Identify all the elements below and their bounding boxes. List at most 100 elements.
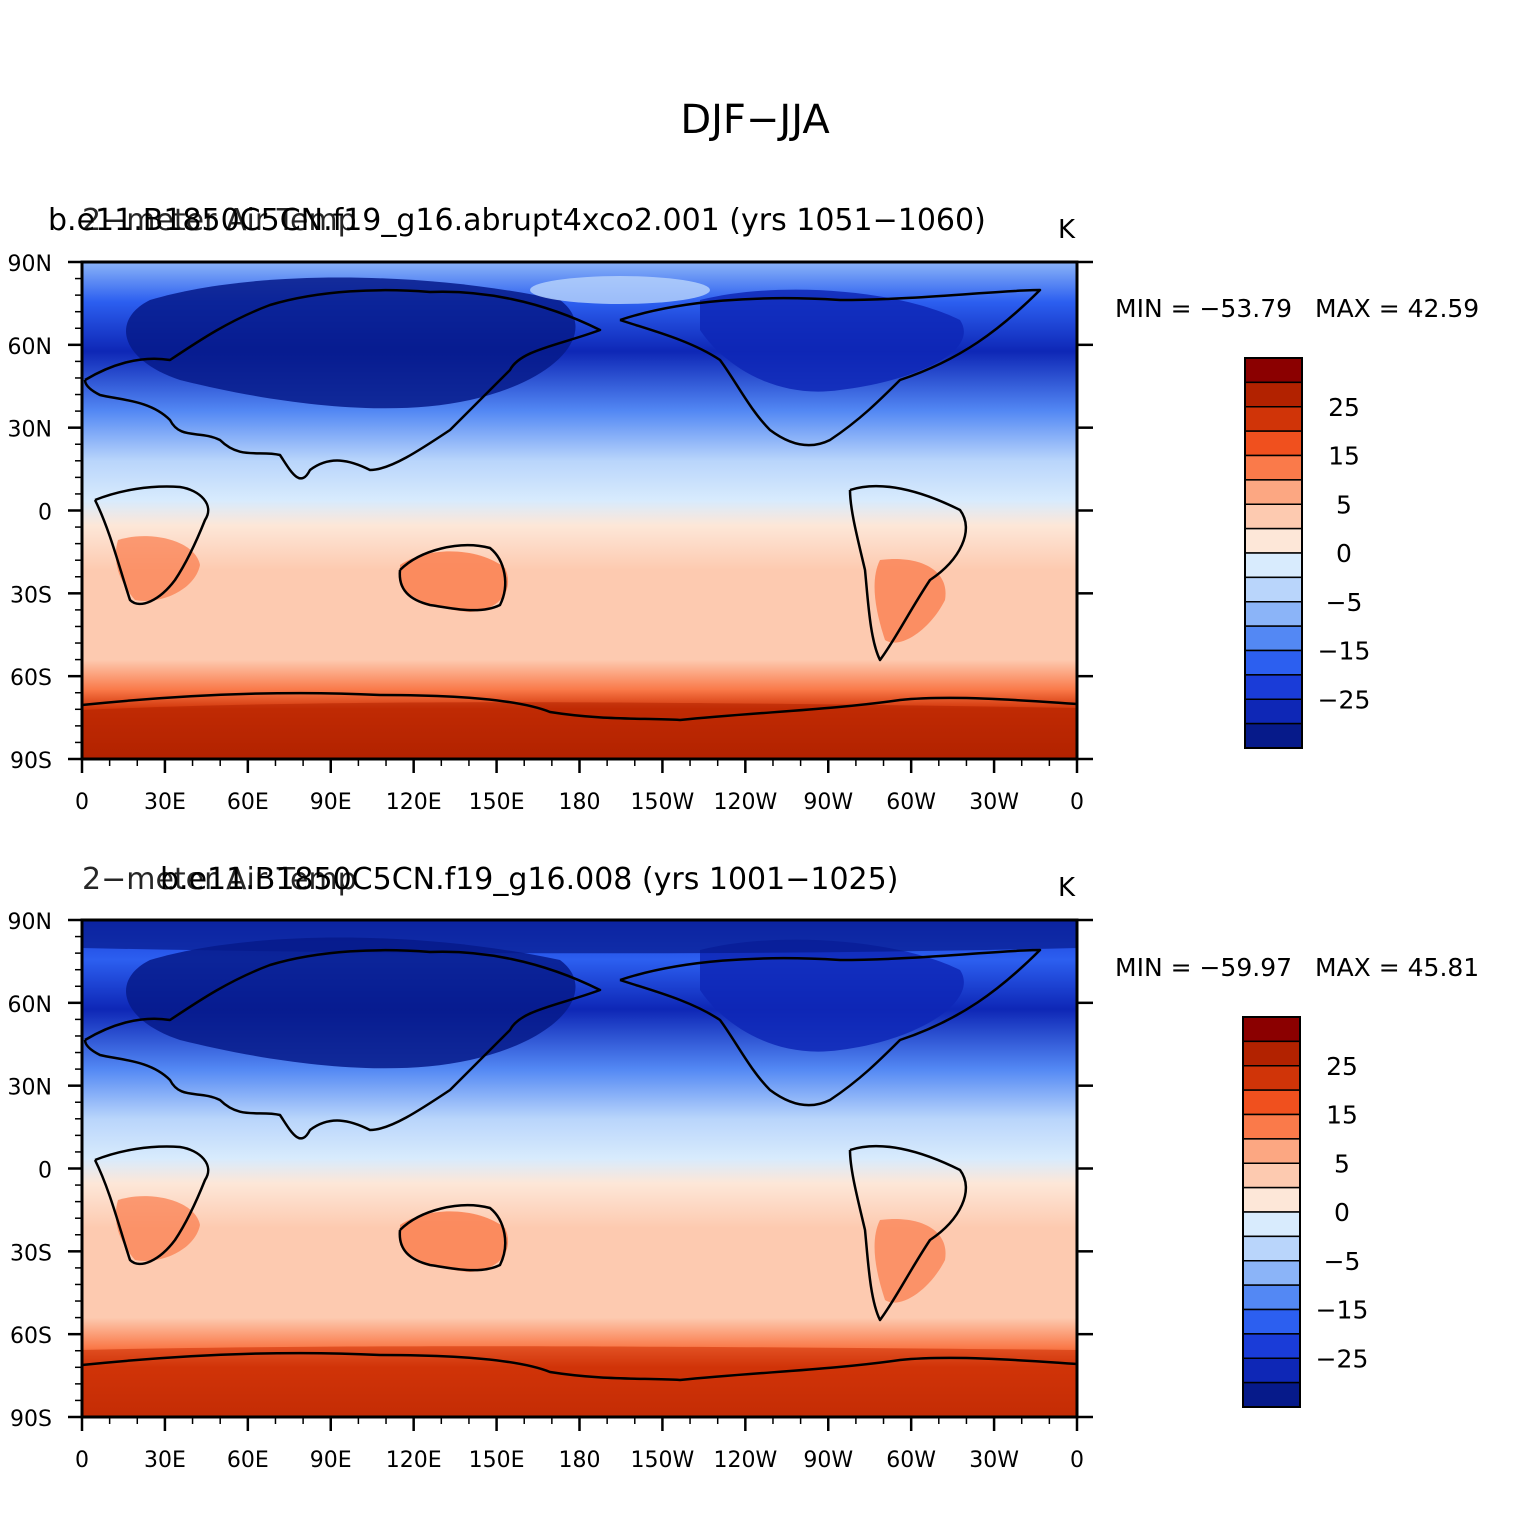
panel-2: 2−meter Air Temp b.e11.B1850C5CN.f19_g16… (8, 862, 1480, 1473)
panel-2-max-label: MAX = 45.81 (1315, 953, 1479, 982)
panel-1-colorbar-label: 5 (1336, 490, 1352, 519)
panel-2-colorbar-bin (1242, 1065, 1301, 1091)
panel-2-arctic-cold-band (82, 920, 1077, 954)
panel-2-colorbar-bin (1242, 1381, 1301, 1408)
panel-2-colorbar-bin (1242, 1113, 1301, 1140)
panel-1-lon-label: 120W (713, 790, 777, 815)
panel-2-lat-label: 30S (10, 1241, 52, 1266)
panel-2-africa-coast (93, 1145, 210, 1266)
panel-2-colorbar-bin (1242, 1333, 1301, 1359)
panel-1-colorbar-bin (1244, 527, 1303, 554)
panel-1-colorbar-label: −25 (1318, 685, 1371, 714)
panel-1-coastlines (81, 288, 1078, 722)
panel-2-colorbar-bin (1242, 1162, 1301, 1189)
panel-1-colorbar-label: −5 (1326, 588, 1363, 617)
panel-2-colorbar-label: 25 (1326, 1052, 1358, 1081)
panel-1-lat-label: 30S (10, 583, 52, 608)
panel-2-colorbar-bin (1242, 1040, 1301, 1067)
panel-1-arctic-band (530, 276, 710, 304)
panel-2-lat-label: 60N (8, 993, 52, 1018)
panel-2-lon-label: 120W (713, 1448, 777, 1473)
panel-1-lat-label: 60S (10, 666, 52, 691)
panel-1-colorbar-bin (1244, 722, 1303, 749)
panel-1-colorbar: 25 15 5 0 −5 −15 −25 (1244, 357, 1371, 749)
panel-1-colorbar-bin (1244, 406, 1303, 432)
panel-1-colorbar-bin (1244, 357, 1303, 384)
panel-2-lon-label: 90W (803, 1448, 853, 1473)
panel-2-colorbar-bin (1242, 1016, 1301, 1043)
panel-2-colorbar-bin (1242, 1186, 1301, 1213)
panel-1-namerica-coast (619, 288, 1042, 447)
panel-2-lon-label: 0 (1070, 1448, 1084, 1473)
panel-2-lat-label: 30N (8, 1076, 52, 1101)
panel-1-case-label: b.e11.B1850C5CN.f19_g16.abrupt4xco2.001 … (48, 203, 986, 238)
panel-1-colorbar-label: −15 (1318, 637, 1371, 666)
panel-1-lat-label: 30N (8, 418, 52, 443)
panel-2-samerica-warm-anomaly (874, 1219, 946, 1303)
panel-2-lat-label: 90S (10, 1407, 52, 1432)
panel-1-colorbar-label: 25 (1328, 393, 1360, 422)
panel-2-case-label: b.e11.B1850C5CN.f19_g16.008 (yrs 1001−10… (160, 862, 898, 897)
panel-2-min-label: MIN = −59.97 (1115, 953, 1292, 982)
panel-2-lat-label: 60S (10, 1324, 52, 1349)
panel-1-lat-label: 90S (10, 749, 52, 774)
panel-2-lat-label: 0 (38, 1159, 52, 1184)
panel-1-colorbar-bin (1244, 625, 1303, 652)
panel-2-samerica-coast (848, 1144, 968, 1322)
panel-1-lat-label: 60N (8, 335, 52, 360)
panel-1-australia-warm-anomaly (400, 551, 509, 612)
panel-1-colorbar-frame (1244, 357, 1303, 749)
panel-1-colorbar-bin (1244, 552, 1303, 579)
panel-1-colorbar-bin (1244, 601, 1303, 627)
panel-2-namerica-cold-anomaly (700, 939, 964, 1052)
panel-1-samerica-coast (848, 484, 968, 662)
panel-2-coastlines (81, 948, 1078, 1382)
panel-2-lat-label: 90N (8, 910, 52, 935)
panel-2-lon-label: 150W (631, 1448, 695, 1473)
panel-2-colorbar-bin (1242, 1308, 1301, 1335)
panel-2-lon-label: 150E (469, 1448, 525, 1473)
panel-1-lon-label: 60E (227, 790, 269, 815)
panel-1-colorbar-bin (1244, 698, 1303, 725)
panel-2-lon-label: 30W (969, 1448, 1019, 1473)
panel-1-units: K (1058, 215, 1076, 245)
panel-2-lon-label: 30E (144, 1448, 186, 1473)
panel-2-colorbar-bin (1242, 1211, 1301, 1238)
panel-1-colorbar-bin (1244, 576, 1303, 603)
panel-1-colorbar-bin (1244, 381, 1303, 408)
panel-2-colorbar-label: −25 (1316, 1344, 1369, 1373)
panel-2-antarctica-coast (81, 1351, 1078, 1382)
panel-1-lat-label: 90N (8, 252, 52, 277)
panel-1-lon-label: 90E (310, 790, 352, 815)
panel-2-namerica-coast (619, 948, 1042, 1107)
panel-2-colorbar-bin (1242, 1260, 1301, 1286)
panel-2-safrica-warm-anomaly (115, 1196, 200, 1261)
panel-1-axes: 90N 60N 30N 0 30S 60S 90S 0 30E 60E 90E 120E 150E 180… (8, 252, 1093, 815)
panel-1-samerica-warm-anomaly (874, 559, 946, 643)
panel-2-australia-coast (398, 1204, 507, 1272)
panel-1-antarctic-warm-anomaly (82, 702, 1077, 759)
panel-2-australia-warm-anomaly (400, 1211, 509, 1272)
panel-2-colorbar-label: 5 (1334, 1149, 1350, 1178)
panel-1-colorbar-bin (1244, 649, 1303, 676)
panel-2-lon-label: 180 (559, 1448, 601, 1473)
panel-1-lon-label: 120E (386, 790, 442, 815)
panel-2-lon-label: 60E (227, 1448, 269, 1473)
panel-2-colorbar: 25 15 5 0 −5 −15 −25 (1242, 1016, 1369, 1408)
panel-1-antarctica-coast (81, 691, 1078, 722)
panel-1-colorbar-bin (1244, 674, 1303, 700)
panel-2-units: K (1058, 873, 1076, 903)
panel-2-colorbar-label: −5 (1324, 1247, 1361, 1276)
panel-2-colorbar-label: 0 (1334, 1198, 1350, 1227)
panel-2-colorbar-bin (1242, 1138, 1301, 1164)
figure-title: DJF−JJA (680, 97, 830, 143)
panel-2-colorbar-label: 15 (1326, 1101, 1358, 1130)
panel-1-lon-label: 60W (886, 790, 936, 815)
panel-2-colorbar-bin (1242, 1235, 1301, 1262)
panel-1-colorbar-bin (1244, 430, 1303, 457)
panel-1-colorbar-bin (1244, 503, 1303, 530)
panel-1-lon-label: 180 (559, 790, 601, 815)
panel-1-lon-label: 150W (631, 790, 695, 815)
panel-1-colorbar-label: 0 (1336, 539, 1352, 568)
panel-1-colorbar-bin (1244, 479, 1303, 505)
